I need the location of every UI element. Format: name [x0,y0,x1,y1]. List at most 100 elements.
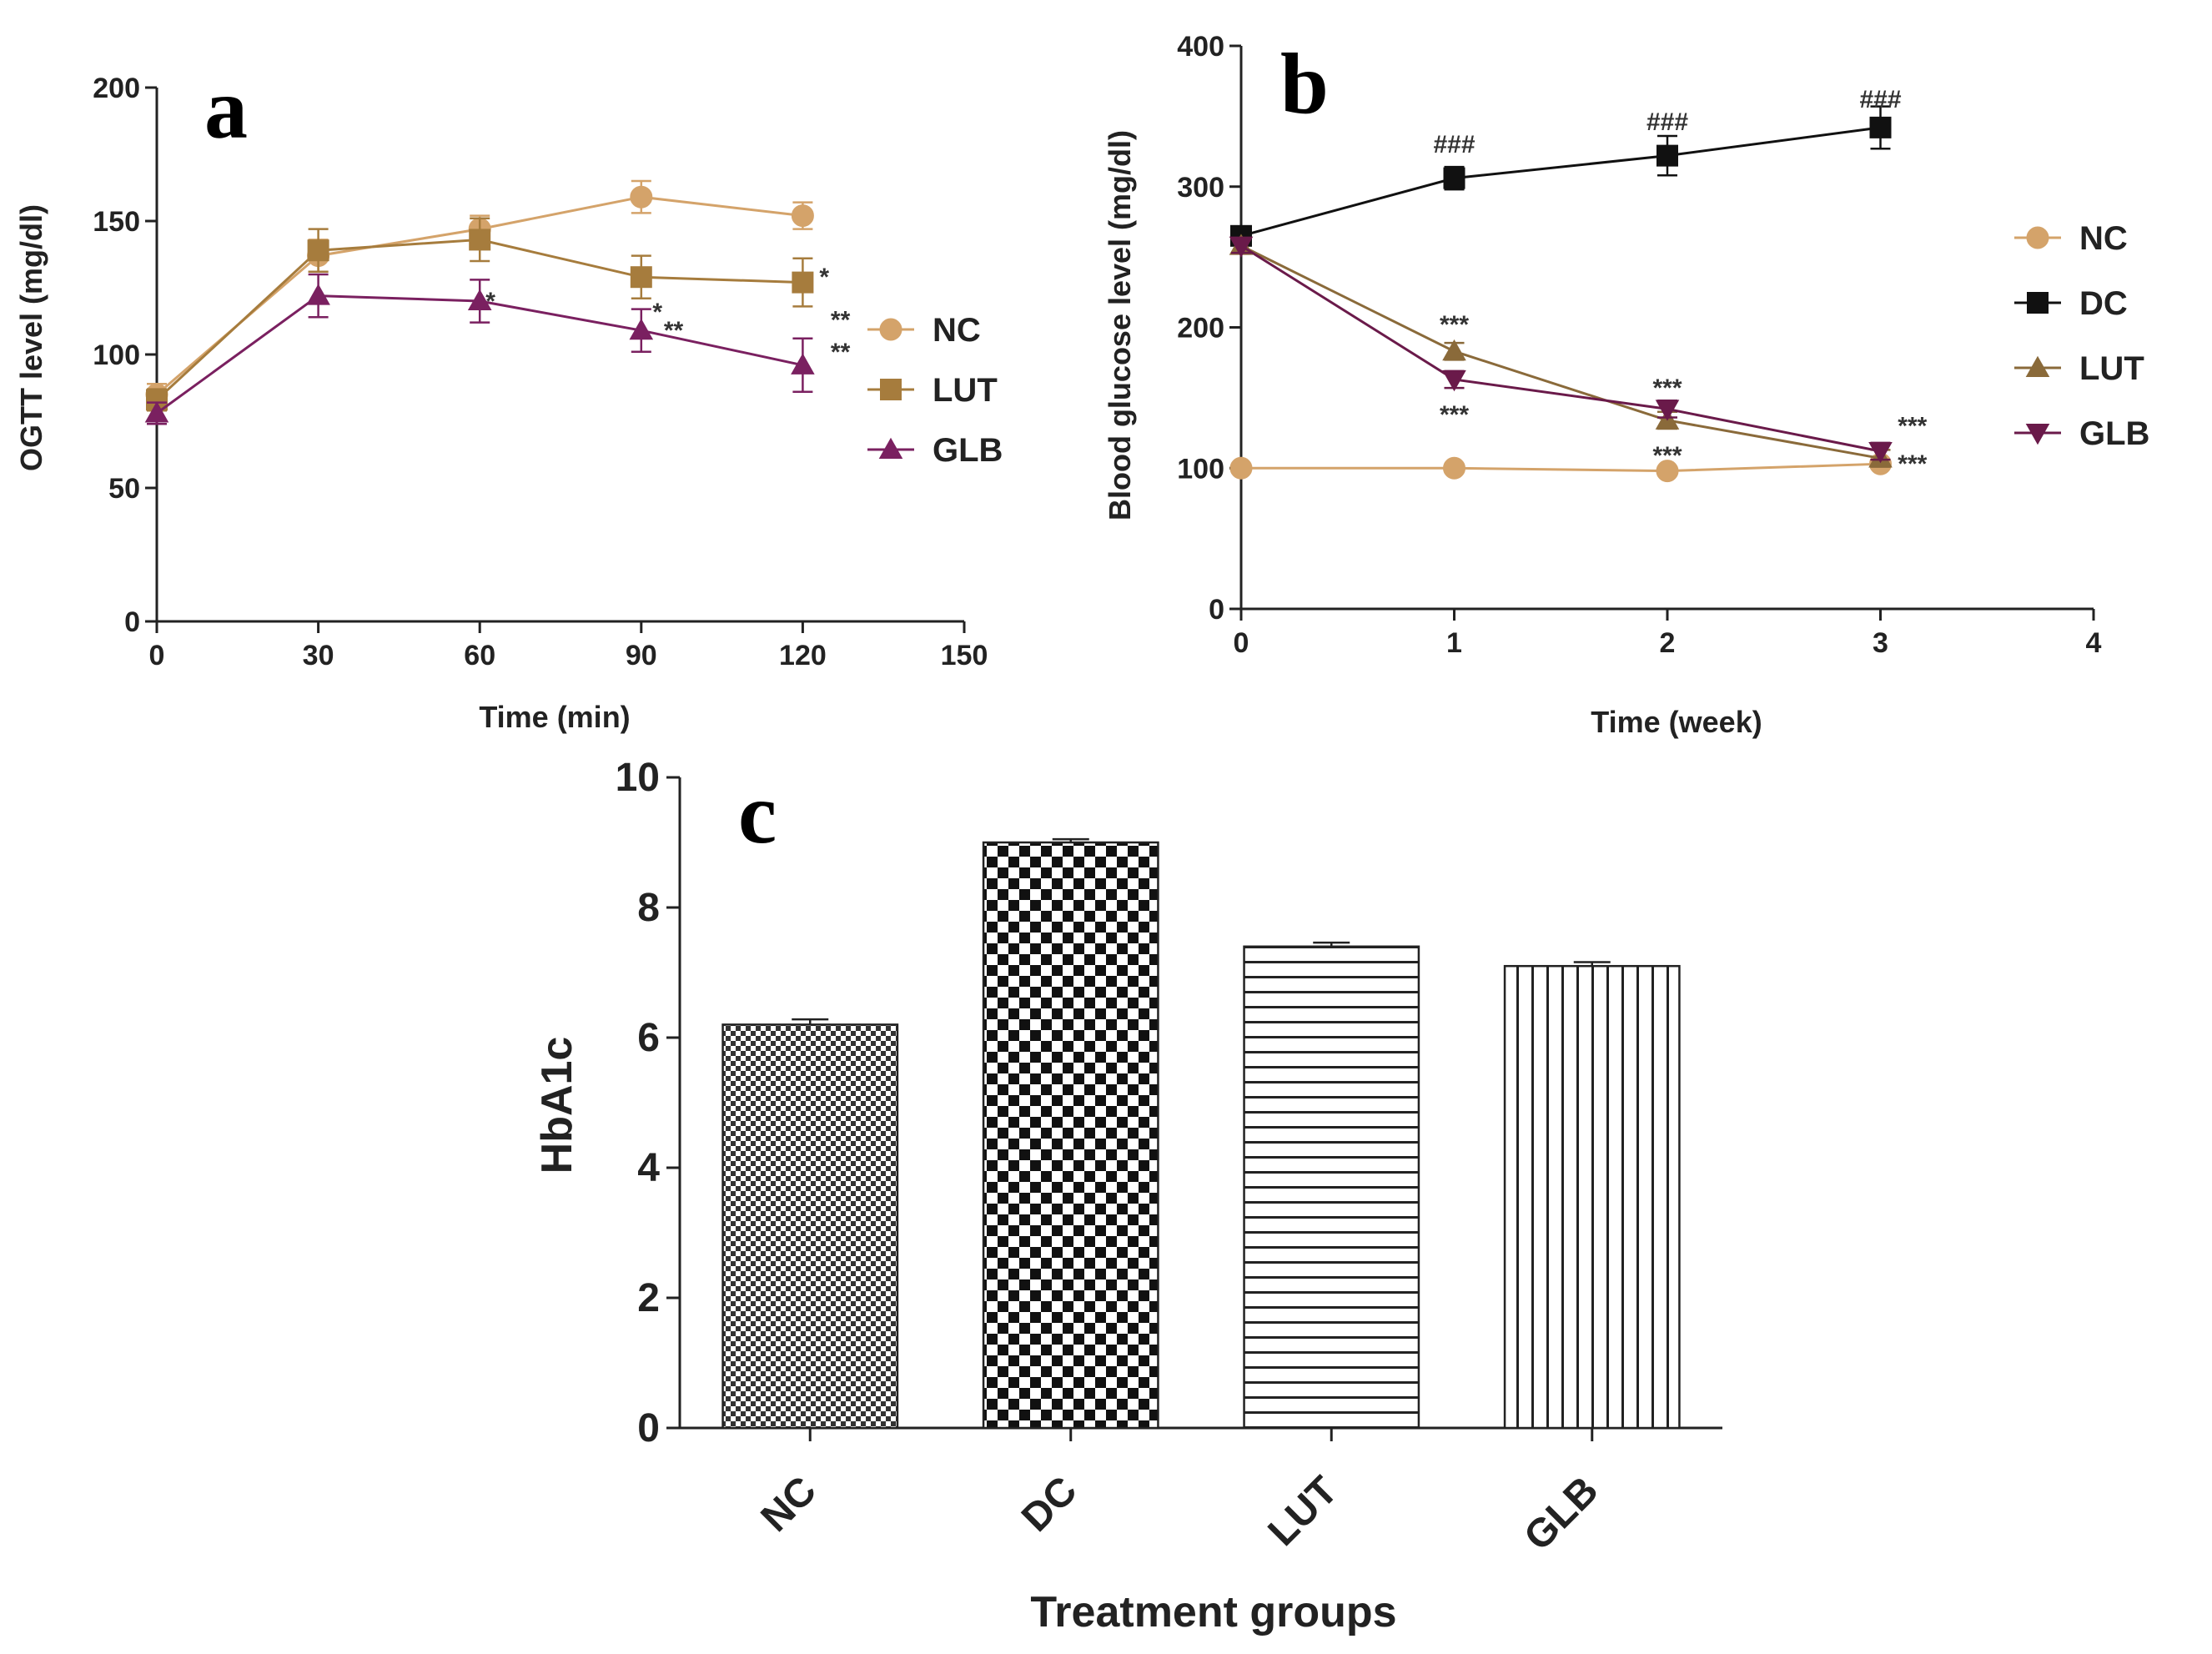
data-point [1442,339,1466,361]
significance-annotation: * [652,299,662,326]
data-point [1869,116,1892,138]
y-tick-label: 100 [93,339,140,371]
x-tick-label: 1 [1446,627,1462,659]
legend-item-lut: LUT [2014,350,2144,387]
data-point [144,401,169,423]
x-tick-label: 90 [626,640,657,671]
significance-annotation: *** [1440,311,1469,339]
series-line [1240,244,1881,453]
x-axis-title: Time (min) [479,700,630,734]
legend-label: LUT [2079,350,2144,387]
x-tick-label: LUT [1260,1468,1346,1554]
bar [1243,945,1420,1430]
legend-marker [880,379,902,400]
data-point [467,289,492,311]
x-tick-label: NC [753,1468,825,1540]
series-dc [1230,105,1892,247]
data-point [1442,370,1466,392]
data-point [630,185,653,209]
series-glb [1229,236,1893,464]
panel-c-label: c [738,766,777,862]
data-point [307,239,329,262]
x-tick-label: 2 [1660,627,1676,659]
panel-a-label: a [204,61,248,157]
y-tick-label: 200 [1177,313,1224,344]
data-point [1443,167,1465,189]
x-tick-label: 0 [1234,627,1249,659]
significance-annotation: ** [831,339,851,366]
series-line [1240,126,1881,238]
x-tick-label: GLB [1516,1468,1606,1559]
y-tick-label: 400 [1177,31,1224,63]
legend-marker [878,437,903,460]
y-tick-label: 150 [93,206,140,238]
legend-item-glb: GLB [867,432,1003,469]
data-point [469,229,491,251]
y-axis-title: OGTT level (mg/dl) [14,204,48,471]
data-point [1229,456,1253,480]
x-tick-label: 150 [941,640,988,671]
series-nc [1229,452,1892,483]
y-tick-label: 4 [637,1146,660,1190]
significance-annotation: *** [1652,375,1682,402]
legend-item-nc: NC [2014,220,2128,257]
bar [982,841,1159,1430]
data-point [1656,144,1678,167]
legend-label: DC [2079,285,2128,322]
significance-annotation: ** [664,317,684,344]
bar-dc: DC [982,837,1159,1541]
legend-item-dc: DC [2014,285,2128,322]
legend-label: GLB [933,432,1003,469]
y-tick-label: 0 [637,1406,660,1450]
x-axis-title: Treatment groups [1030,1588,1396,1636]
legend-item-nc: NC [867,312,981,349]
data-point [1443,456,1465,480]
legend-item-lut: LUT [867,372,998,409]
data-point [1655,400,1680,421]
x-tick-label: 30 [303,640,334,671]
x-tick-label: 60 [464,640,495,671]
y-tick-label: 0 [1209,594,1224,626]
data-point [1229,236,1254,258]
y-tick-label: 50 [108,473,140,505]
legend-marker [2025,355,2050,378]
data-point [629,318,654,340]
bar-nc: NC [721,1018,899,1541]
y-axis-title: Blood glucose level (mg/dl) [1103,130,1137,520]
data-point [791,353,815,375]
data-point [792,271,814,294]
y-tick-label: 8 [637,886,660,930]
data-point [630,266,652,289]
x-tick-label: 3 [1873,627,1888,659]
series-line [1240,244,1881,460]
significance-annotation: ### [1859,86,1901,113]
significance-annotation: * [819,264,829,291]
legend-label: LUT [933,372,998,409]
y-tick-label: 200 [93,73,140,104]
significance-annotation: *** [1652,442,1682,470]
series-lut [1229,234,1893,468]
x-tick-label: 0 [149,640,165,671]
legend-marker [2025,423,2050,445]
bar-lut: LUT [1243,941,1420,1555]
significance-annotation: ### [1433,131,1475,158]
x-axis-title: Time (week) [1591,705,1762,739]
legend: NC LUT GLB [867,312,1003,469]
y-tick-label: 6 [637,1016,660,1060]
y-tick-label: 10 [616,756,660,800]
panel-b-label: b [1280,36,1329,132]
legend-marker [879,318,902,341]
bar-glb: GLB [1503,961,1681,1559]
significance-annotation: *** [1898,413,1927,440]
series-line [1241,462,1881,473]
bar [721,1023,899,1430]
significance-annotation: * [485,288,495,315]
significance-annotation: *** [1440,401,1469,429]
y-tick-label: 2 [637,1276,660,1320]
data-point [1656,460,1679,483]
data-point [306,284,330,305]
significance-annotation: ### [1646,108,1688,136]
